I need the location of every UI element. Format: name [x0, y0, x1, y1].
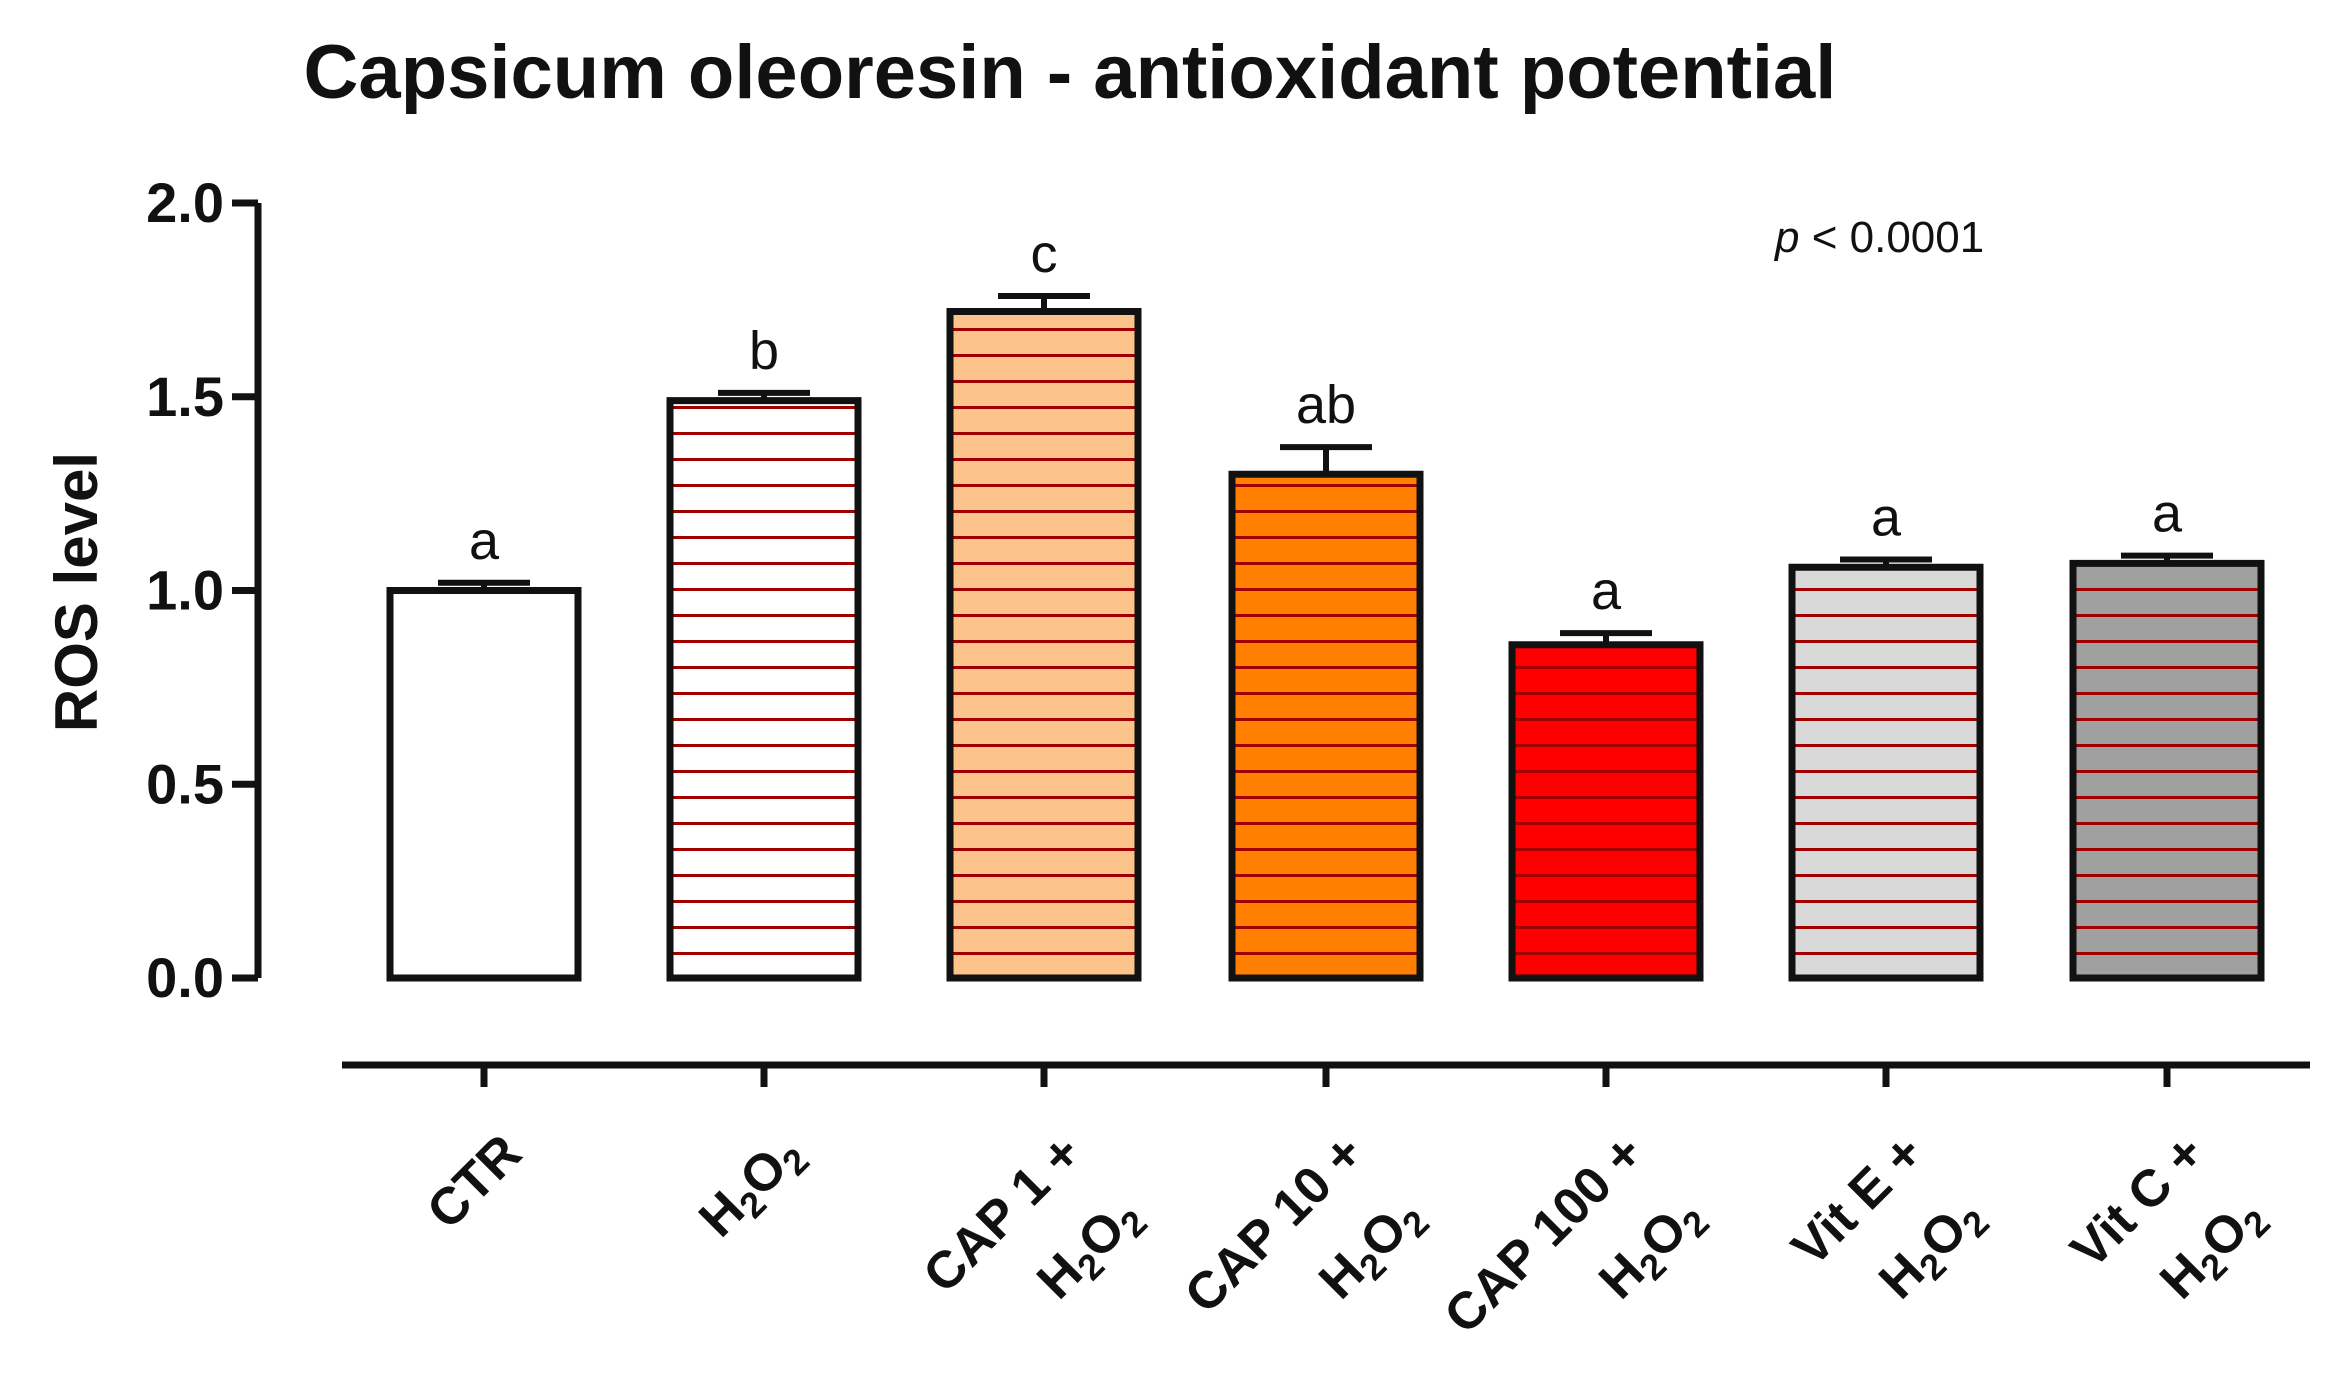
bar [1508, 641, 1704, 982]
x-tick-label-h2o2: H2O2 [688, 1124, 817, 1253]
y-tick-label: 1.5 [146, 365, 224, 428]
x-tick-label: Vit E + [1781, 1124, 1935, 1278]
x-tick-label: CTR [416, 1124, 533, 1241]
significance-label: c [1031, 224, 1058, 284]
bar [2069, 559, 2265, 982]
significance-label: b [749, 321, 779, 381]
bar [946, 308, 1142, 982]
bar [666, 397, 862, 982]
p-value-prefix: p [1773, 213, 1799, 262]
bar [1228, 470, 1424, 982]
significance-label: a [469, 511, 500, 571]
y-tick-label: 0.0 [146, 946, 224, 1009]
chart-title: Capsicum oleoresin - antioxidant potenti… [304, 30, 1837, 115]
x-tick-label: CAP 100 + [1434, 1124, 1655, 1345]
y-tick-label: 0.5 [146, 752, 224, 815]
y-axis-label: ROS level [43, 452, 110, 732]
y-tick-label: 2.0 [146, 171, 224, 234]
p-value-text: < 0.0001 [1799, 213, 1984, 262]
significance-label: ab [1296, 375, 1356, 435]
x-tick-label: Vit C + [2060, 1124, 2216, 1280]
significance-label: a [2152, 484, 2183, 544]
bar [386, 587, 582, 982]
significance-label: a [1871, 488, 1902, 548]
bar [1788, 563, 1984, 982]
significance-label: a [1591, 561, 1622, 621]
y-tick-label: 1.0 [146, 559, 224, 622]
y-axis: 0.0 0.5 1.0 1.5 2.0 [146, 171, 262, 1009]
p-value-annotation: p < 0.0001 [1773, 213, 1984, 262]
